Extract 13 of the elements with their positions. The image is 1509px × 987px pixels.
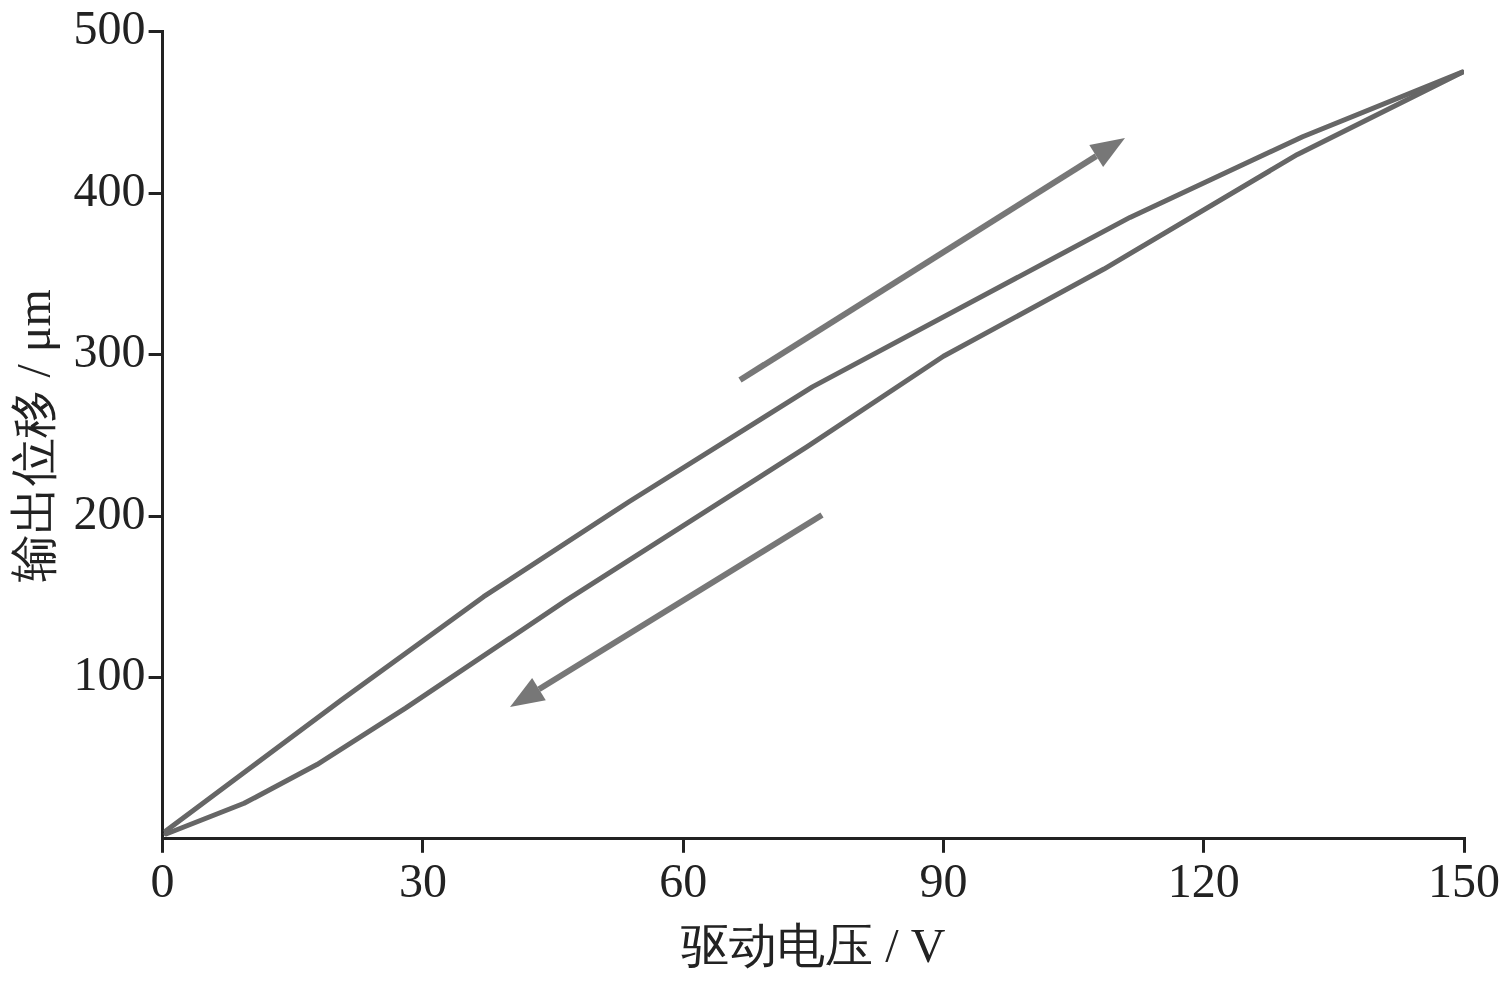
y-tick-label: 100 (73, 647, 146, 701)
x-tick-label: 120 (1167, 854, 1240, 908)
y-axis-title: 输出位移 / μm (7, 289, 61, 582)
y-tick-label: 200 (73, 485, 146, 539)
x-axis-title: 驱动电压 / V (681, 918, 946, 972)
x-tick-label: 60 (659, 854, 708, 908)
x-tick-label: 90 (919, 854, 968, 908)
y-tick-label: 300 (73, 324, 146, 378)
x-tick-label: 0 (150, 854, 175, 908)
y-tick-label: 500 (73, 1, 146, 55)
x-tick-label: 30 (398, 854, 447, 908)
y-tick-label: 400 (73, 162, 146, 216)
x-tick-label: 150 (1428, 854, 1500, 908)
